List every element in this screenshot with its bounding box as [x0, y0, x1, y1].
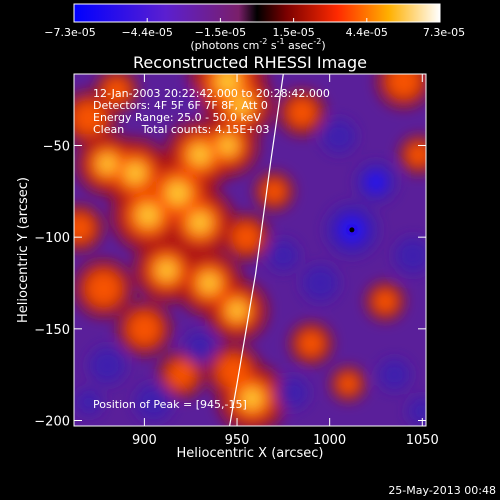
bright-peak: [227, 300, 247, 321]
bright-region: [85, 270, 122, 307]
dark-region: [184, 331, 216, 363]
colorbar-tick-label: 1.5e-05: [272, 26, 314, 39]
bright-peak: [97, 154, 117, 174]
solar-limb: [229, 74, 284, 426]
bright-peak: [124, 162, 146, 184]
peak-position-label: Position of Peak = [945,-15]: [93, 398, 247, 411]
annotation-time: 12-Jan-2003 20:22:42.000 to 20:28:42.000: [93, 87, 330, 100]
x-tick-label: 900: [132, 433, 157, 448]
colorbar: −7.3e-05 −4.4e-05 −1.5e-05 1.5e-05 4.4e-05 7.…: [44, 3, 465, 52]
minimum-dot: [349, 227, 355, 233]
x-tick-label: 1050: [406, 433, 439, 448]
image-intensity-map: [74, 74, 426, 426]
colorbar-unit-label: (photons cm-2 s-1 asec-2): [190, 37, 325, 52]
dark-region: [302, 264, 339, 302]
chart-title: Reconstructed RHESSI Image: [133, 53, 367, 72]
bright-peak: [199, 272, 220, 294]
y-tick-label: −200: [34, 415, 70, 430]
bright-region: [216, 354, 251, 388]
y-tick-label: −150: [34, 323, 70, 338]
dark-region: [394, 237, 426, 274]
dark-region: [75, 389, 102, 416]
dark-region: [267, 239, 299, 272]
dark-core: [366, 173, 385, 192]
dark-region: [89, 347, 126, 384]
colorbar-tick-label: −1.5e-05: [195, 26, 246, 39]
bright-peak: [189, 143, 211, 166]
bright-peak: [215, 74, 240, 94]
observation-info: 12-Jan-2003 20:22:42.000 to 20:28:42.000…: [93, 87, 330, 411]
bright-peak: [241, 387, 263, 410]
plot-frame: [73, 73, 427, 427]
bright-region: [297, 330, 325, 357]
bright-region: [103, 77, 130, 104]
minimum-marker: [349, 227, 355, 233]
dark-region: [378, 359, 411, 391]
dark-region: [277, 377, 309, 409]
y-axis-ticks: −50 −100 −150 −200: [34, 140, 426, 430]
colorbar-tick-label: −4.4e-05: [121, 26, 172, 39]
footer-date: 25-May-2013 00:48: [388, 484, 496, 497]
y-axis-label: Heliocentric Y (arcsec): [16, 177, 31, 323]
bright-peak: [156, 259, 177, 281]
dark-region: [135, 383, 172, 421]
bright-peak: [230, 94, 251, 116]
bright-region: [167, 360, 196, 390]
x-axis-ticks: 900 950 1000 1050: [132, 74, 439, 448]
bright-region: [373, 289, 398, 314]
bright-region: [231, 222, 261, 252]
y-tick-label: −100: [34, 231, 70, 246]
colorbar-gradient: [73, 3, 441, 23]
bright-region: [386, 74, 421, 99]
dark-region: [322, 119, 356, 154]
colorbar-tick-label: 7.3e-05: [423, 26, 465, 39]
bright-region: [74, 101, 106, 135]
annotation-detectors: Detectors: 4F 5F 6F 7F 8F, Att 0: [93, 99, 268, 112]
bright-region: [337, 373, 359, 395]
x-tick-label: 1000: [313, 433, 346, 448]
bright-region: [287, 98, 317, 127]
bright-region: [406, 142, 426, 167]
dark-region: [182, 91, 199, 108]
bright-peak: [189, 211, 211, 234]
annotation-energy: Energy Range: 25.0 - 50.0 keV: [93, 111, 261, 124]
annotation-clean: Clean Total counts: 4.15E+03: [93, 123, 270, 136]
bright-region: [74, 213, 94, 243]
colorbar-ticks: −7.3e-05 −4.4e-05 −1.5e-05 1.5e-05 4.4e-05 7.…: [44, 18, 465, 39]
y-tick-label: −50: [43, 140, 70, 155]
bright-region: [127, 312, 162, 346]
colorbar-tick-label: 4.4e-05: [346, 26, 388, 39]
bright-peak: [218, 135, 238, 156]
limb-line: [229, 74, 284, 426]
bright-peak: [136, 203, 160, 227]
plot-area: 900 950 1000 1050 −50 −100 −150 −200: [34, 73, 439, 448]
bright-peak: [165, 181, 190, 206]
dark-region: [407, 397, 426, 426]
colorbar-tick-label: −7.3e-05: [44, 26, 95, 39]
x-tick-label: 950: [225, 433, 250, 448]
x-axis-label: Heliocentric X (arcsec): [177, 446, 324, 461]
